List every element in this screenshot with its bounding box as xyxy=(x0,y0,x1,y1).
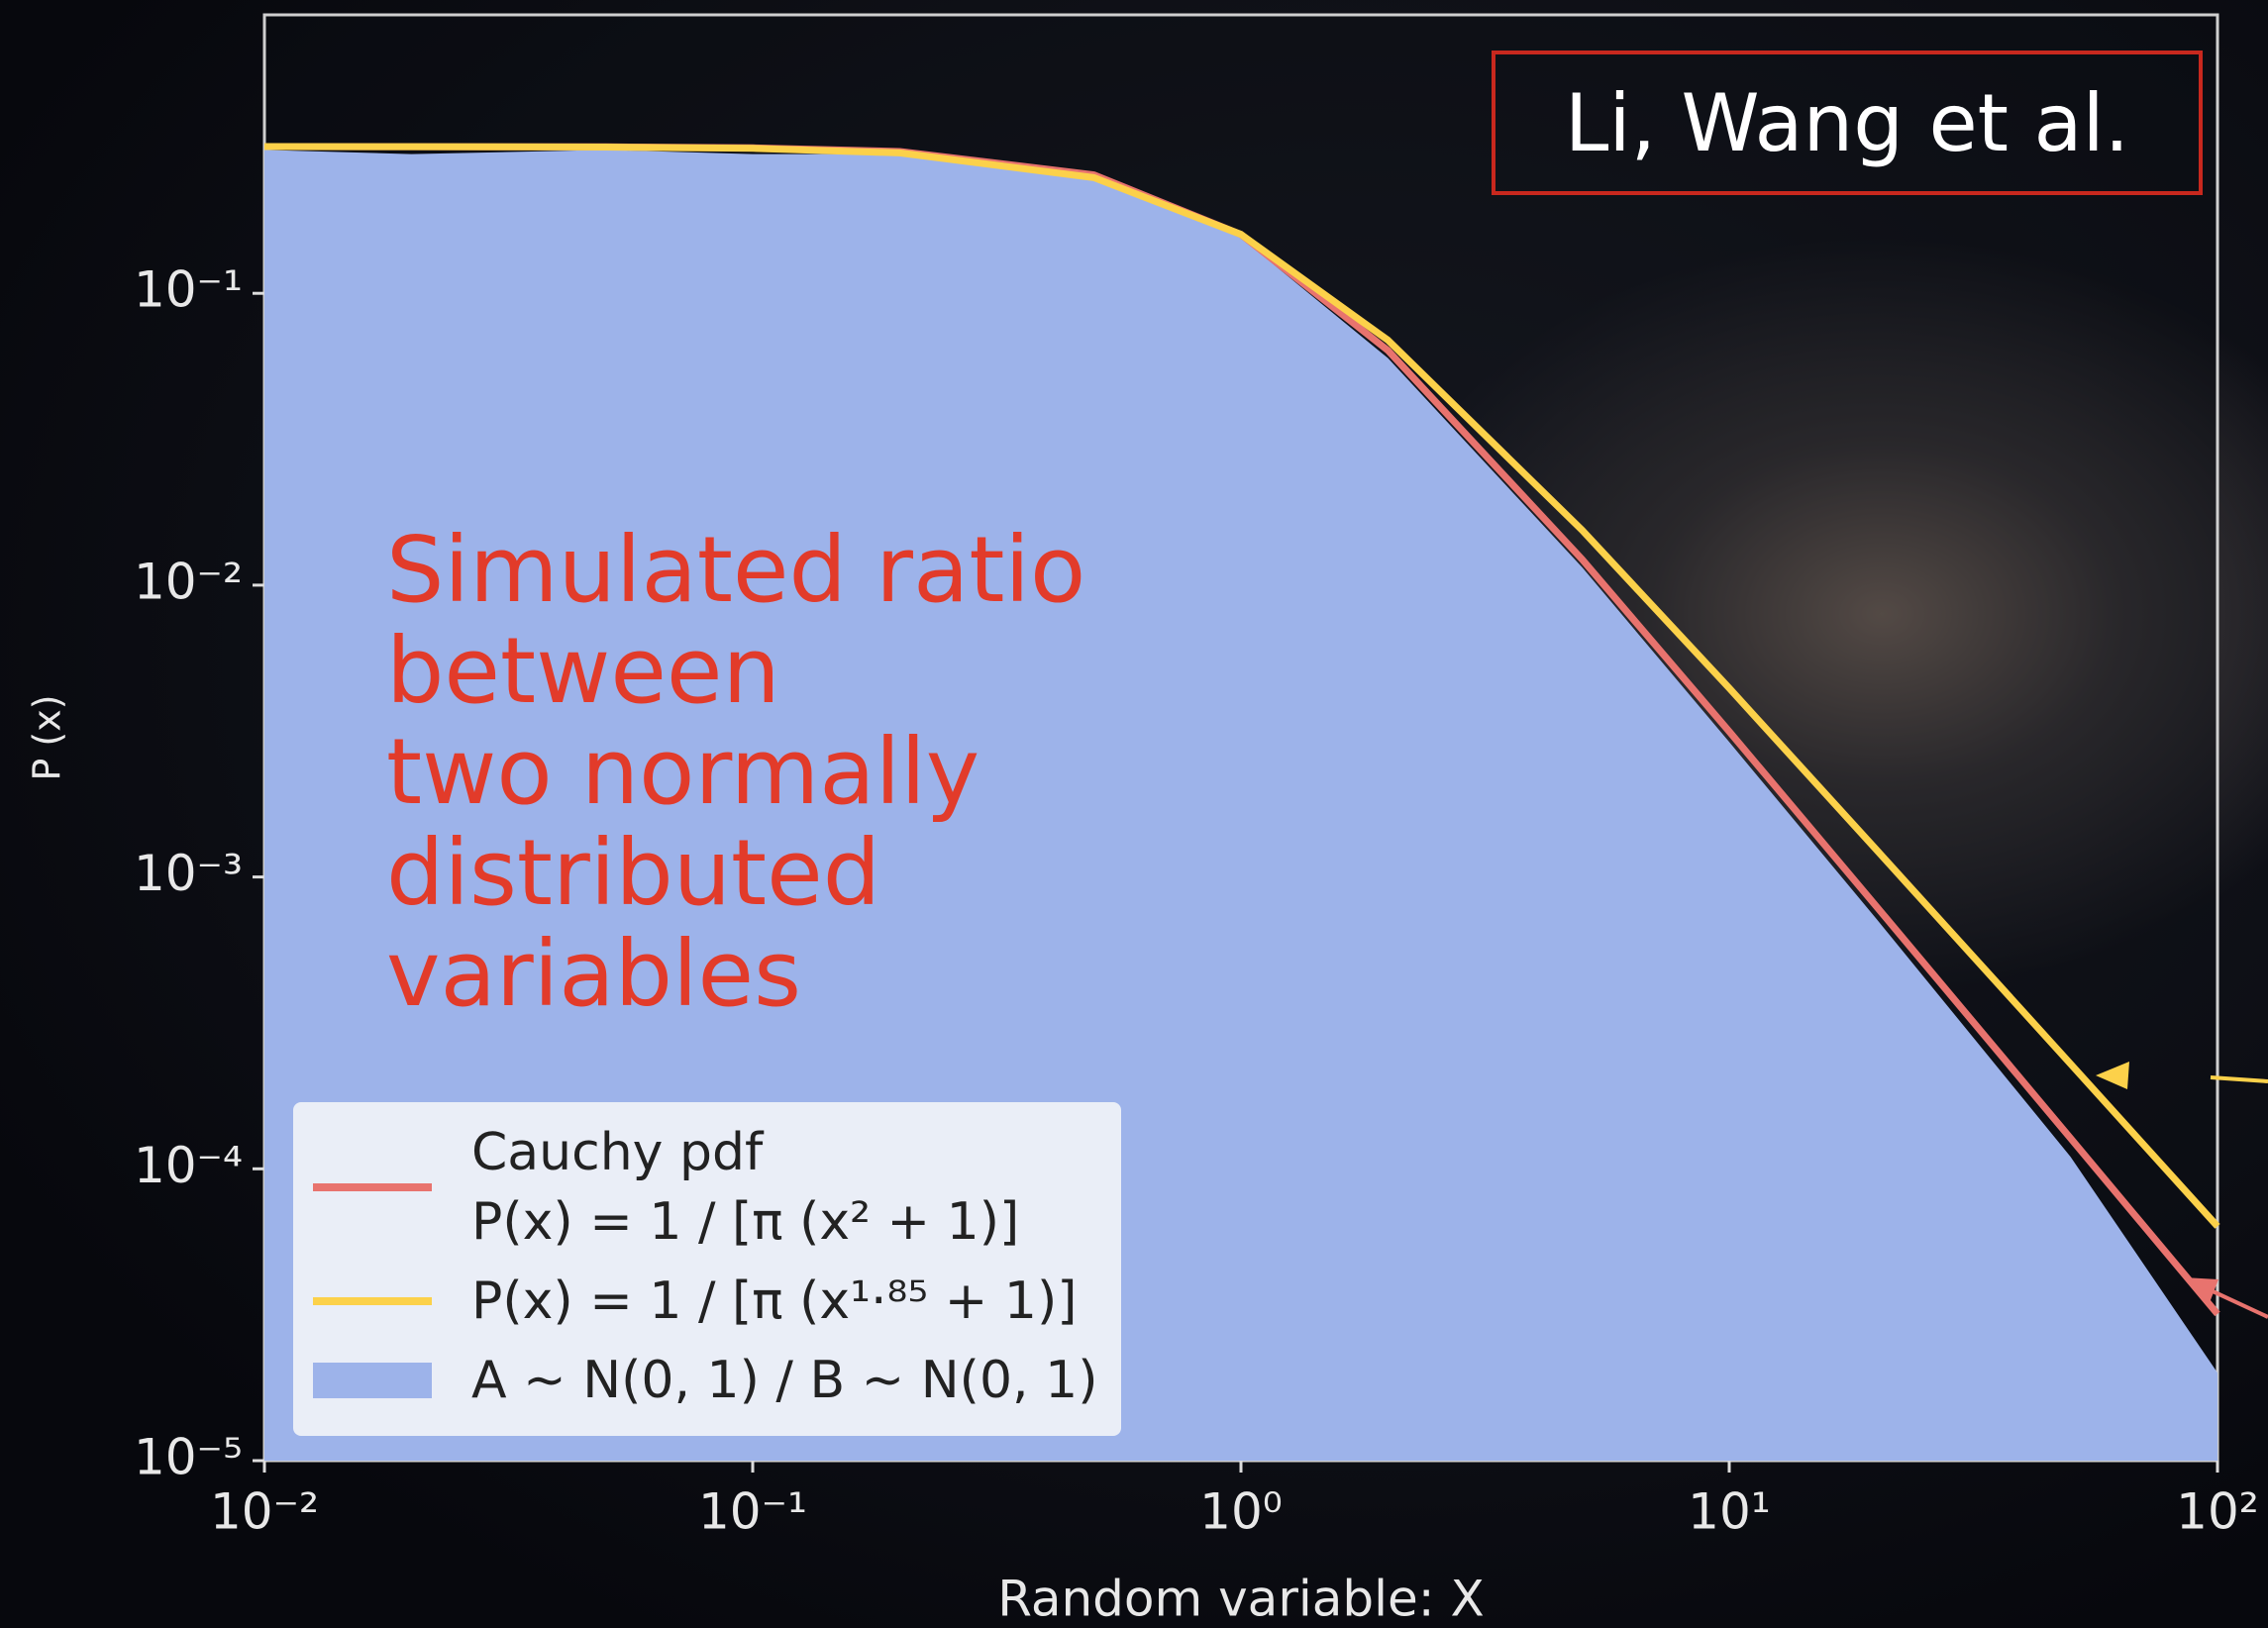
legend-entry: Cauchy pdf P(x) = 1 / [π (x² + 1)] xyxy=(313,1118,1101,1257)
slide: {"chart_data": {"type": "line", "xlabel"… xyxy=(0,0,2268,1628)
legend-entry: P(x) = 1 / [π (x¹·⁸⁵ + 1)] xyxy=(313,1267,1101,1336)
arrow-yellow xyxy=(2211,1077,2268,1081)
x-tick-label: 10⁻¹ xyxy=(698,1483,807,1541)
y-axis-label: P (x) xyxy=(26,694,69,780)
y-tick-label: 10⁻¹ xyxy=(134,261,243,319)
citation: Li, Wang et al. xyxy=(1492,51,2203,195)
annotation: Simulated ratio between two normally dis… xyxy=(386,520,1476,1025)
y-tick-label: 10⁻² xyxy=(134,553,243,610)
legend-swatch xyxy=(313,1183,432,1191)
y-tick-label: 10⁻⁴ xyxy=(134,1137,243,1194)
legend-label: P(x) = 1 / [π (x¹·⁸⁵ + 1)] xyxy=(471,1267,1078,1336)
x-tick-label: 10⁰ xyxy=(1199,1483,1283,1541)
legend-label: Cauchy pdf P(x) = 1 / [π (x² + 1)] xyxy=(471,1118,1019,1257)
legend-swatch xyxy=(313,1297,432,1305)
arrow-red xyxy=(2211,1290,2268,1317)
legend-label: A ~ N(0, 1) / B ~ N(0, 1) xyxy=(471,1346,1097,1415)
y-tick-label: 10⁻⁵ xyxy=(134,1429,243,1486)
legend-entry: A ~ N(0, 1) / B ~ N(0, 1) xyxy=(313,1346,1101,1415)
x-tick-label: 10² xyxy=(2176,1483,2259,1541)
legend: Cauchy pdf P(x) = 1 / [π (x² + 1)] P(x) =… xyxy=(293,1102,1121,1436)
y-tick-label: 10⁻³ xyxy=(134,845,243,902)
legend-swatch xyxy=(313,1363,432,1398)
x-tick-label: 10¹ xyxy=(1688,1483,1771,1541)
x-axis-label: Random variable: X xyxy=(997,1571,1485,1628)
x-tick-label: 10⁻² xyxy=(210,1483,319,1541)
